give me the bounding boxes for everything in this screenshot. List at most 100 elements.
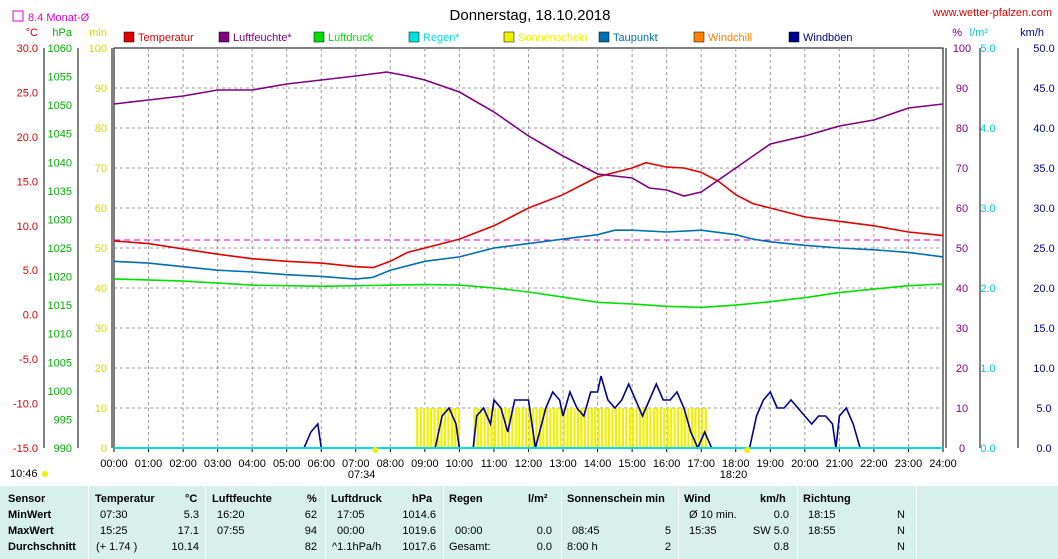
sunshine-bar bbox=[483, 408, 486, 448]
sunshine-bar bbox=[476, 408, 479, 448]
max-press-value: 1019.6 bbox=[402, 525, 436, 537]
axis-tick-label-wind: 30.0 bbox=[1033, 203, 1054, 215]
sunshine-bar bbox=[493, 408, 497, 448]
x-tick-label: 09:00 bbox=[411, 458, 439, 470]
min-temp-value: 5.3 bbox=[183, 509, 199, 521]
sunshine-bar bbox=[656, 408, 659, 448]
stats-header-temp-unit: °C bbox=[185, 493, 198, 505]
stats-header-sun: Sonnenschein min bbox=[567, 493, 665, 505]
max-dir-value: N bbox=[897, 525, 905, 537]
axis-tick-label-humidity: 0 bbox=[959, 443, 965, 455]
axis-tick-label-wind: 40.0 bbox=[1033, 123, 1054, 135]
axis-tick-label-temp: 15.0 bbox=[17, 176, 38, 188]
min-temp-time: 07:30 bbox=[100, 509, 128, 521]
axis-tick-label-humidity: 50 bbox=[956, 243, 968, 255]
axis-tick-label-humidity: 10 bbox=[956, 403, 968, 415]
sunshine-bar bbox=[525, 408, 528, 448]
x-tick-label: 01:00 bbox=[135, 458, 163, 470]
axis-tick-label-humidity: 80 bbox=[956, 123, 968, 135]
stats-table: Sensor Temperatur °C Luftfeuchte % Luftd… bbox=[0, 486, 1058, 559]
x-tick-label: 04:00 bbox=[238, 458, 266, 470]
sunshine-bar bbox=[518, 408, 521, 448]
min-dir-value: N bbox=[897, 509, 905, 521]
sunshine-bar bbox=[528, 408, 531, 448]
x-tick-label: 19:00 bbox=[757, 458, 785, 470]
axis-tick-label-humidity: 20 bbox=[956, 363, 968, 375]
sunshine-bar bbox=[490, 408, 493, 448]
axis-tick-label-pressure: 1000 bbox=[48, 386, 72, 398]
stats-header-dir: Richtung bbox=[803, 493, 851, 505]
axis-tick-label-wind: 10.0 bbox=[1033, 363, 1054, 375]
axis-tick-label-humidity: 60 bbox=[956, 203, 968, 215]
legend-label: Windböen bbox=[803, 32, 853, 44]
sunshine-bar bbox=[423, 408, 426, 448]
axis-tick-label-rain: 1.0 bbox=[980, 363, 995, 375]
axis-tick-label-temp: 0.0 bbox=[23, 310, 38, 322]
axis-tick-label-temp: 10.0 bbox=[17, 221, 38, 233]
max-dir-time: 18:55 bbox=[808, 525, 836, 537]
x-tick-label: 12:00 bbox=[515, 458, 543, 470]
total-rain-value: 0.0 bbox=[536, 541, 552, 553]
sunshine-bar bbox=[625, 408, 628, 448]
x-tick-label: 10:00 bbox=[446, 458, 474, 470]
legend-label: Taupunkt bbox=[613, 32, 658, 44]
avg-legend-swatch bbox=[12, 10, 24, 22]
sunshine-bar bbox=[673, 408, 676, 448]
sunshine-bar bbox=[573, 408, 576, 448]
sunshine-bar bbox=[521, 408, 524, 448]
legend-label: Temperatur bbox=[138, 32, 194, 44]
series-line-luftdruck bbox=[113, 278, 944, 309]
axis-tick-label-minutes: 90 bbox=[95, 83, 107, 95]
stats-header-wind-unit: km/h bbox=[760, 493, 786, 505]
axis-tick-label-humidity: 70 bbox=[956, 163, 968, 175]
x-tick-label: 00:00 bbox=[100, 458, 128, 470]
sunshine-bar bbox=[569, 408, 573, 448]
sunshine-bar bbox=[652, 408, 656, 448]
legend-swatch bbox=[408, 31, 420, 43]
sunshine-bar bbox=[666, 408, 669, 448]
sunshine-bar bbox=[419, 408, 422, 448]
axis-tick-label-temp: 5.0 bbox=[23, 265, 38, 277]
x-tick-label: 16:00 bbox=[653, 458, 681, 470]
stats-header-hum-unit: % bbox=[307, 493, 317, 505]
total-sun-hours: 8:00 h bbox=[567, 541, 598, 553]
avg-press-value: 1017.6 bbox=[402, 541, 436, 553]
max-wind-value: SW 5.0 bbox=[752, 525, 789, 537]
sunset-marker bbox=[744, 447, 751, 453]
series-line-windböen bbox=[114, 375, 943, 451]
stats-header-press: Luftdruck bbox=[331, 493, 382, 505]
axis-tick-label-minutes: 50 bbox=[95, 243, 107, 255]
axis-tick-label-minutes: 60 bbox=[95, 203, 107, 215]
min-hum-value: 62 bbox=[304, 509, 317, 521]
sunshine-bar bbox=[549, 408, 552, 448]
avg-temp-delta: (+ 1.74 ) bbox=[96, 541, 138, 553]
sunshine-bar bbox=[635, 408, 638, 448]
axis-tick-label-temp: 25.0 bbox=[17, 87, 38, 99]
avg-wind-value: 0.8 bbox=[773, 541, 789, 553]
axis-tick-label-wind: 5.0 bbox=[1036, 403, 1051, 415]
max-hum-time: 07:55 bbox=[217, 525, 245, 537]
max-rain-value: 0.0 bbox=[536, 525, 552, 537]
x-tick-label: 18:00 bbox=[722, 458, 750, 470]
avg-dir-value: N bbox=[897, 541, 905, 553]
max-hum-value: 94 bbox=[304, 525, 317, 537]
avg-hum-value: 82 bbox=[304, 541, 317, 553]
sunrise-marker bbox=[372, 447, 379, 453]
axis-tick-label-minutes: 10 bbox=[95, 403, 107, 415]
sunshine-bar bbox=[628, 408, 631, 448]
max-wind-time: 15:35 bbox=[689, 525, 717, 537]
x-tick-label: 21:00 bbox=[826, 458, 854, 470]
sunshine-bar bbox=[680, 408, 683, 448]
axis-tick-label-pressure: 1045 bbox=[48, 129, 72, 141]
sunshine-bar bbox=[587, 408, 590, 448]
legend-label: Luftfeuchte* bbox=[233, 32, 292, 44]
axis-tick-label-humidity: 40 bbox=[956, 283, 968, 295]
min-press-time: 17:05 bbox=[337, 509, 365, 521]
legend-swatch bbox=[218, 31, 230, 43]
weather-chart: -15.0 -10.0 -5.0 0.0 5.0 10.0 15.0 20.0 25.0 30.0… bbox=[10, 7, 1055, 481]
sunshine-bar bbox=[566, 408, 569, 448]
chart-title: Donnerstag, 18.10.2018 bbox=[450, 7, 611, 24]
axis-tick-label-minutes: 70 bbox=[95, 163, 107, 175]
axis-tick-label-wind: 35.0 bbox=[1033, 163, 1054, 175]
legend-label: Windchill bbox=[708, 32, 752, 44]
